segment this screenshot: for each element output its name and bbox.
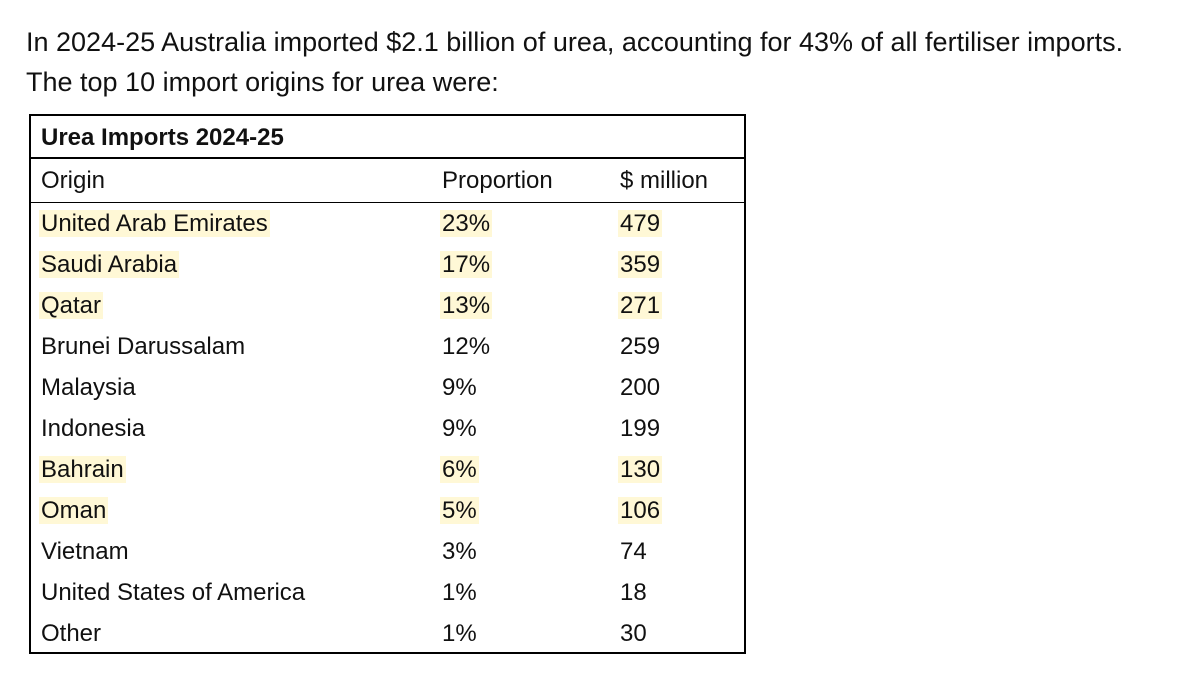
cell-proportion: 3% bbox=[442, 531, 477, 572]
urea-imports-table: Urea Imports 2024-25 Origin Proportion $… bbox=[29, 114, 746, 654]
cell-proportion-text: 5% bbox=[440, 497, 479, 524]
table-row: Brunei Darussalam 12% 259 bbox=[31, 326, 744, 367]
cell-proportion-text: 3% bbox=[442, 538, 477, 565]
cell-value-text: 30 bbox=[620, 620, 647, 647]
cell-value: 74 bbox=[620, 531, 647, 572]
cell-value: 200 bbox=[620, 367, 660, 408]
cell-origin-text: United Arab Emirates bbox=[39, 210, 270, 237]
cell-proportion: 5% bbox=[440, 490, 479, 531]
cell-origin-text: Brunei Darussalam bbox=[41, 333, 246, 360]
cell-origin-text: Saudi Arabia bbox=[39, 251, 180, 278]
table-row: Indonesia 9% 199 bbox=[31, 408, 744, 449]
cell-proportion: 13% bbox=[440, 285, 493, 326]
cell-origin: Bahrain bbox=[39, 449, 126, 490]
cell-proportion-text: 9% bbox=[442, 415, 477, 442]
cell-origin: Indonesia bbox=[41, 408, 145, 449]
cell-origin-text: Indonesia bbox=[41, 415, 146, 442]
cell-origin: Qatar bbox=[39, 285, 104, 326]
cell-origin-text: Oman bbox=[39, 497, 109, 524]
cell-proportion-text: 1% bbox=[442, 579, 477, 606]
cell-value-text: 359 bbox=[618, 251, 663, 278]
cell-proportion: 9% bbox=[442, 367, 477, 408]
cell-origin: Brunei Darussalam bbox=[41, 326, 245, 367]
cell-value: 199 bbox=[620, 408, 660, 449]
cell-value-text: 259 bbox=[620, 333, 661, 360]
cell-proportion: 9% bbox=[442, 408, 477, 449]
cell-proportion: 17% bbox=[440, 244, 493, 285]
table-row: Vietnam 3% 74 bbox=[31, 531, 744, 572]
cell-value-text: 106 bbox=[618, 497, 663, 524]
cell-value: 130 bbox=[618, 449, 663, 490]
cell-proportion-text: 17% bbox=[440, 251, 493, 278]
cell-value-text: 130 bbox=[618, 456, 663, 483]
cell-proportion-text: 13% bbox=[440, 292, 493, 319]
cell-value: 359 bbox=[618, 244, 663, 285]
cell-value-text: 18 bbox=[620, 579, 647, 606]
cell-value: 106 bbox=[618, 490, 663, 531]
cell-origin-text: Malaysia bbox=[41, 374, 136, 401]
table-header-row: Origin Proportion $ million bbox=[31, 159, 744, 203]
cell-value-text: 199 bbox=[620, 415, 661, 442]
cell-proportion: 23% bbox=[440, 203, 493, 244]
header-value: $ million bbox=[620, 167, 709, 194]
cell-proportion-text: 12% bbox=[442, 333, 491, 360]
table-title: Urea Imports 2024-25 bbox=[31, 116, 744, 159]
cell-origin: Saudi Arabia bbox=[39, 244, 180, 285]
cell-proportion: 1% bbox=[442, 572, 477, 613]
table-row: United States of America 1% 18 bbox=[31, 572, 744, 613]
header-proportion: Proportion bbox=[442, 167, 553, 194]
table-row: Qatar 13% 271 bbox=[31, 285, 744, 326]
table-row: Bahrain 6% 130 bbox=[31, 449, 744, 490]
header-origin: Origin bbox=[41, 167, 106, 194]
cell-origin: Malaysia bbox=[41, 367, 136, 408]
cell-origin: United Arab Emirates bbox=[39, 203, 270, 244]
cell-value: 30 bbox=[620, 613, 647, 654]
cell-origin-text: Qatar bbox=[39, 292, 104, 319]
cell-proportion-text: 6% bbox=[440, 456, 479, 483]
cell-origin-text: Vietnam bbox=[41, 538, 129, 565]
cell-value-text: 74 bbox=[620, 538, 647, 565]
cell-value: 479 bbox=[618, 203, 663, 244]
cell-value-text: 479 bbox=[618, 210, 663, 237]
intro-paragraph: In 2024-25 Australia imported $2.1 billi… bbox=[26, 27, 1124, 97]
table-row: United Arab Emirates 23% 479 bbox=[31, 203, 744, 244]
cell-value: 271 bbox=[618, 285, 663, 326]
table-row: Malaysia 9% 200 bbox=[31, 367, 744, 408]
cell-origin: United States of America bbox=[41, 572, 305, 613]
table-row: Saudi Arabia 17% 359 bbox=[31, 244, 744, 285]
cell-proportion: 12% bbox=[442, 326, 490, 367]
cell-origin-text: United States of America bbox=[41, 579, 306, 606]
cell-proportion-text: 9% bbox=[442, 374, 477, 401]
cell-proportion: 6% bbox=[440, 449, 479, 490]
cell-value-text: 200 bbox=[620, 374, 661, 401]
cell-origin-text: Other bbox=[41, 620, 102, 647]
cell-proportion: 1% bbox=[442, 613, 477, 654]
cell-origin: Other bbox=[41, 613, 101, 654]
cell-origin-text: Bahrain bbox=[39, 456, 126, 483]
cell-value: 18 bbox=[620, 572, 647, 613]
cell-proportion-text: 23% bbox=[440, 210, 493, 237]
table-row: Oman 5% 106 bbox=[31, 490, 744, 531]
cell-value-text: 271 bbox=[618, 292, 663, 319]
table-row: Other 1% 30 bbox=[31, 613, 744, 654]
cell-origin: Oman bbox=[39, 490, 109, 531]
cell-value: 259 bbox=[620, 326, 660, 367]
cell-origin: Vietnam bbox=[41, 531, 129, 572]
cell-proportion-text: 1% bbox=[442, 620, 477, 647]
